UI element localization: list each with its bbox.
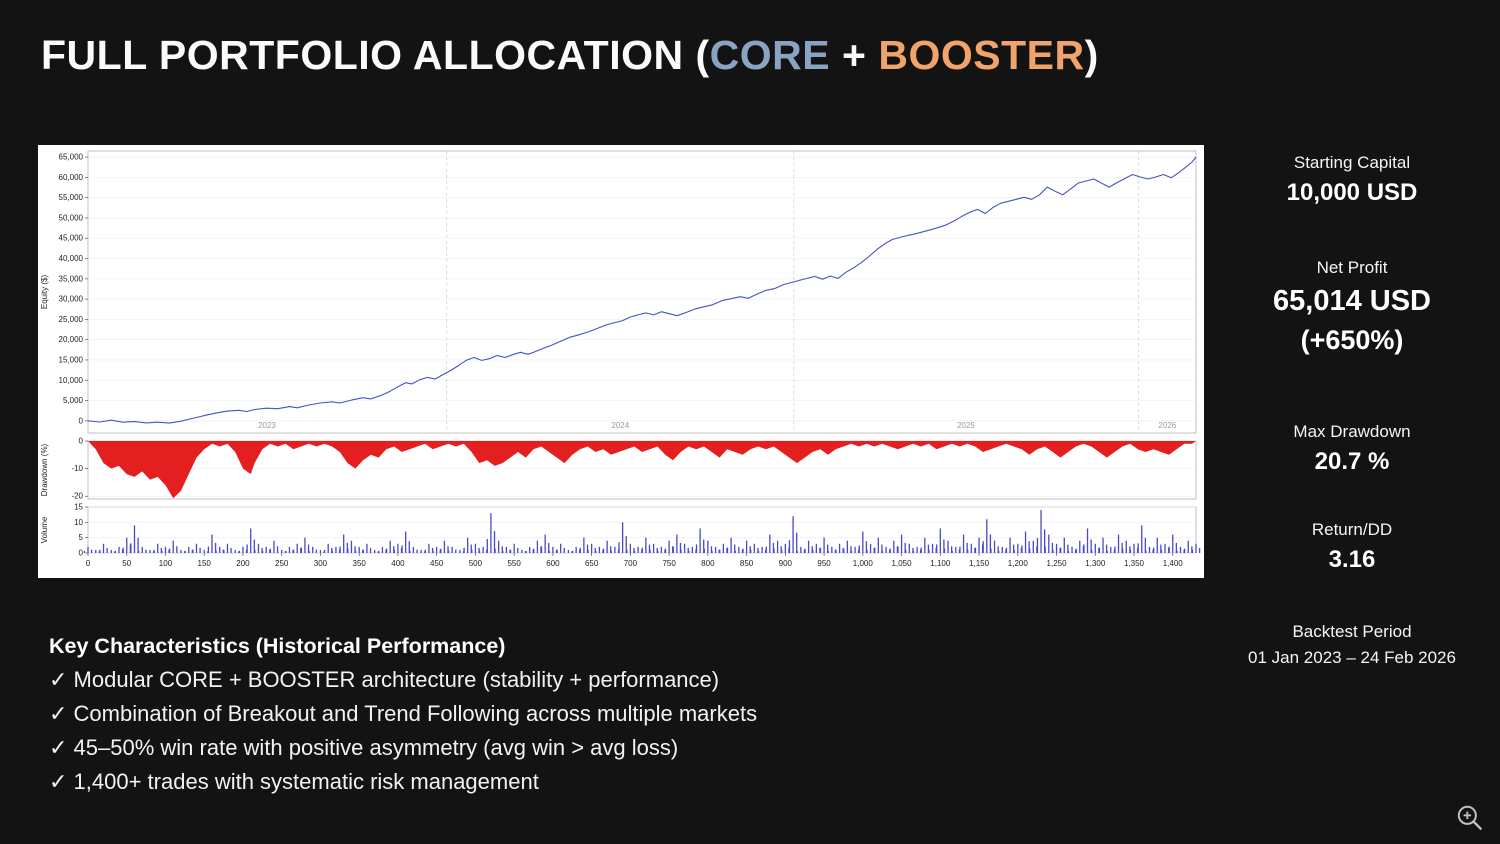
key-characteristics-heading: Key Characteristics (Historical Performa… — [49, 634, 506, 658]
svg-text:1,250: 1,250 — [1047, 559, 1068, 568]
svg-text:400: 400 — [391, 559, 405, 568]
stat-value: 3.16 — [1328, 546, 1376, 573]
stat-value-percent: (+650%) — [1300, 325, 1404, 355]
list-item: ✓ 1,400+ trades with systematic risk man… — [49, 769, 539, 794]
svg-text:1,000: 1,000 — [853, 559, 874, 568]
stats-panel: Starting Capital 10,000 USD Net Profit 6… — [1204, 150, 1500, 671]
svg-text:200: 200 — [236, 559, 250, 568]
svg-text:500: 500 — [469, 559, 483, 568]
svg-text:1,150: 1,150 — [969, 559, 990, 568]
key-characteristics: Key Characteristics (Historical Performa… — [49, 634, 1029, 799]
svg-text:Volume: Volume — [40, 516, 49, 543]
list-item: ✓ Modular CORE + BOOSTER architecture (s… — [49, 667, 720, 692]
svg-text:5: 5 — [79, 533, 84, 542]
stat-label: Net Profit — [1316, 258, 1388, 277]
svg-text:950: 950 — [817, 559, 831, 568]
svg-text:0: 0 — [79, 416, 84, 425]
svg-text:10,000: 10,000 — [59, 376, 84, 385]
stat-starting-capital: Starting Capital 10,000 USD — [1204, 150, 1500, 210]
performance-chart-svg: 0 5,000 10,000 15,000 20,000 25,000 30,000 35,0… — [40, 150, 1201, 568]
svg-text:0: 0 — [79, 549, 84, 558]
svg-text:850: 850 — [740, 559, 754, 568]
svg-text:1,400: 1,400 — [1163, 559, 1184, 568]
svg-text:1,300: 1,300 — [1085, 559, 1106, 568]
performance-chart: 0 5,000 10,000 15,000 20,000 25,000 30,000 35,0… — [38, 145, 1204, 578]
title-plus: + — [830, 32, 879, 78]
svg-text:55,000: 55,000 — [59, 193, 84, 202]
svg-text:350: 350 — [353, 559, 367, 568]
svg-text:10: 10 — [74, 518, 83, 527]
svg-text:15,000: 15,000 — [59, 355, 84, 364]
title-text-1: FULL PORTFOLIO ALLOCATION ( — [41, 32, 710, 78]
svg-text:550: 550 — [507, 559, 521, 568]
svg-text:300: 300 — [314, 559, 328, 568]
svg-text:30,000: 30,000 — [59, 295, 84, 304]
svg-text:1,100: 1,100 — [930, 559, 951, 568]
stat-value: 10,000 USD — [1286, 179, 1418, 206]
stat-max-drawdown: Max Drawdown 20.7 % — [1204, 419, 1500, 479]
list-item: ✓ 45–50% win rate with positive asymmetr… — [49, 735, 679, 760]
stat-value: 65,014 USD — [1273, 285, 1431, 317]
svg-text:Drawdown (%): Drawdown (%) — [40, 443, 49, 496]
svg-text:1,350: 1,350 — [1124, 559, 1145, 568]
svg-text:-10: -10 — [71, 464, 83, 473]
zoom-icon[interactable] — [1454, 802, 1486, 834]
svg-text:35,000: 35,000 — [59, 274, 84, 283]
svg-text:65,000: 65,000 — [59, 153, 84, 162]
title-text-2: ) — [1084, 32, 1099, 78]
svg-text:2024: 2024 — [611, 421, 629, 430]
svg-text:Equity ($): Equity ($) — [40, 275, 49, 310]
title-core: CORE — [709, 32, 831, 78]
svg-text:2025: 2025 — [957, 421, 975, 430]
svg-text:750: 750 — [662, 559, 676, 568]
svg-text:450: 450 — [430, 559, 444, 568]
svg-text:45,000: 45,000 — [59, 234, 84, 243]
stat-net-profit: Net Profit 65,014 USD (+650%) — [1204, 255, 1500, 359]
svg-text:40,000: 40,000 — [59, 254, 84, 263]
svg-text:800: 800 — [701, 559, 715, 568]
svg-text:60,000: 60,000 — [59, 173, 84, 182]
svg-text:2026: 2026 — [1158, 421, 1176, 430]
title-booster: BOOSTER — [878, 32, 1085, 78]
stat-return-dd: Return/DD 3.16 — [1204, 517, 1500, 577]
svg-text:700: 700 — [624, 559, 638, 568]
stat-value: 20.7 % — [1314, 448, 1390, 475]
svg-text:650: 650 — [585, 559, 599, 568]
svg-text:0: 0 — [86, 559, 91, 568]
stat-label: Return/DD — [1311, 520, 1393, 539]
list-item: ✓ Combination of Breakout and Trend Foll… — [49, 701, 758, 726]
svg-text:1,200: 1,200 — [1008, 559, 1029, 568]
svg-text:15: 15 — [74, 503, 83, 512]
stat-backtest-period: Backtest Period 01 Jan 2023 – 24 Feb 202… — [1204, 619, 1500, 671]
svg-text:1,050: 1,050 — [892, 559, 913, 568]
svg-text:250: 250 — [275, 559, 289, 568]
svg-text:20,000: 20,000 — [59, 335, 84, 344]
svg-text:600: 600 — [546, 559, 560, 568]
stat-label: Max Drawdown — [1293, 422, 1411, 441]
stat-label: Backtest Period — [1292, 622, 1412, 641]
svg-text:900: 900 — [779, 559, 793, 568]
stat-label: Starting Capital — [1293, 153, 1411, 172]
svg-text:0: 0 — [79, 437, 84, 446]
svg-text:-20: -20 — [71, 492, 83, 501]
svg-text:50,000: 50,000 — [59, 213, 84, 222]
page-title: FULL PORTFOLIO ALLOCATION (CORE + BOOSTE… — [41, 32, 1099, 79]
stat-value: 01 Jan 2023 – 24 Feb 2026 — [1248, 648, 1456, 667]
svg-text:25,000: 25,000 — [59, 315, 84, 324]
svg-text:2023: 2023 — [258, 421, 276, 430]
svg-text:100: 100 — [159, 559, 173, 568]
svg-text:50: 50 — [122, 559, 131, 568]
svg-text:150: 150 — [198, 559, 212, 568]
svg-text:5,000: 5,000 — [63, 396, 84, 405]
